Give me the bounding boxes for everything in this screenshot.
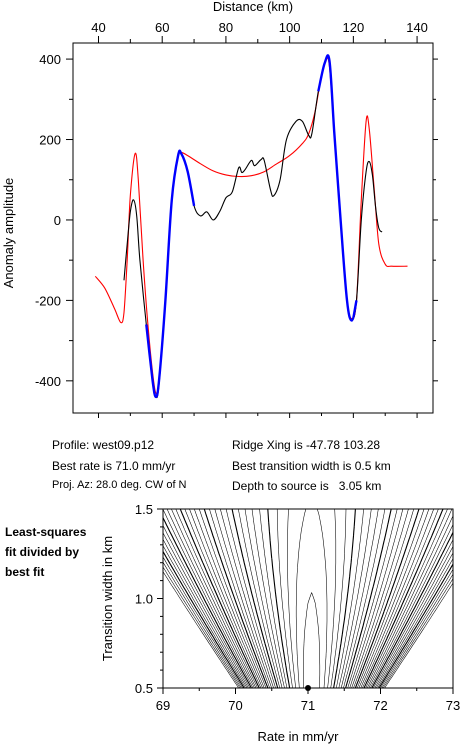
profile-plot-frame	[72, 42, 434, 414]
rate-tick-label: 69	[156, 698, 170, 713]
width-axis-label: Transition width in km	[100, 536, 115, 661]
misfit-contour-line	[303, 592, 321, 688]
width-tick-label: 1.0	[135, 592, 153, 607]
misfit-contour-line	[163, 509, 453, 688]
note-line-3: best fit	[5, 565, 45, 579]
profile-label: Profile: west09.p12	[52, 438, 155, 452]
misfit-contour-line	[203, 509, 420, 688]
misfit-contour-line	[199, 509, 425, 688]
fit-window-line-2	[317, 54, 358, 322]
misfit-contour-line	[225, 509, 398, 688]
x-tick-label: 60	[155, 20, 169, 35]
misfit-contour-line	[163, 545, 453, 688]
rate-tick-label: 73	[446, 698, 460, 713]
misfit-contour-line	[214, 509, 409, 688]
rate-axis-label: Rate in mm/yr	[258, 729, 340, 744]
misfit-contour-line	[163, 571, 453, 688]
misfit-contour-line	[171, 509, 453, 688]
x-tick-label: 80	[219, 20, 233, 35]
y-tick-label: 0	[54, 213, 61, 228]
misfit-contour-line	[163, 525, 453, 688]
depth-to-source-label: Depth to source is 3.05 km	[232, 479, 382, 493]
misfit-contour-line	[244, 509, 379, 688]
misfit-contour-line	[166, 509, 453, 688]
width-tick-label: 0.5	[135, 681, 153, 696]
misfit-contour-line	[231, 509, 392, 688]
misfit-contour-line	[259, 509, 364, 688]
x-tick-label: 100	[279, 20, 301, 35]
misfit-contour-line	[276, 509, 347, 688]
best-transition-width-label: Best transition width is 0.5 km	[232, 459, 391, 473]
best-fit-marker	[305, 685, 311, 691]
misfit-contour-line	[184, 509, 439, 688]
note-line-2: fit divided by	[5, 545, 80, 559]
misfit-contour-line	[163, 562, 453, 688]
rate-tick-label: 71	[301, 698, 315, 713]
y-axis-label: Anomaly amplitude	[1, 178, 16, 289]
misfit-contour-line	[209, 509, 415, 688]
x-axis-label: Distance (km)	[213, 0, 293, 14]
misfit-contour-line	[194, 509, 430, 688]
fit-window-line-1	[145, 149, 196, 399]
misfit-contour-line	[179, 509, 444, 688]
misfit-contour-line	[220, 509, 404, 688]
ridge-crossing-label: Ridge Xing is -47.78 103.28	[232, 438, 381, 452]
rate-tick-label: 70	[228, 698, 242, 713]
misfit-contour-line	[163, 551, 453, 688]
misfit-contour-line	[238, 509, 386, 688]
note-line-1: Least-squares	[5, 525, 87, 539]
y-tick-label: 400	[39, 52, 61, 67]
x-tick-label: 120	[343, 20, 365, 35]
least-squares-note: Least-squares fit divided by best fit	[5, 522, 86, 582]
x-tick-label: 140	[406, 20, 428, 35]
misfit-contour-line	[295, 509, 328, 688]
misfit-contour-line	[163, 566, 453, 688]
y-tick-label: 200	[39, 133, 61, 148]
projection-azimuth-label: Proj. Az: 28.0 deg. CW of N	[52, 479, 187, 491]
misfit-contour-line	[163, 556, 453, 688]
best-rate-label: Best rate is 71.0 mm/yr	[52, 459, 176, 473]
misfit-contour-line	[175, 509, 448, 688]
misfit-contour-line	[267, 509, 356, 688]
y-tick-label: -400	[35, 374, 61, 389]
misfit-contour-line	[287, 509, 337, 688]
misfit-contour-line	[251, 509, 372, 688]
rate-tick-label: 72	[373, 698, 387, 713]
misfit-contour-line	[163, 532, 453, 688]
y-tick-label: -200	[35, 293, 61, 308]
misfit-contour-line	[163, 539, 453, 688]
width-tick-label: 1.5	[135, 502, 153, 517]
misfit-contour-line	[189, 509, 434, 688]
misfit-contour-line	[163, 517, 453, 688]
x-tick-label: 40	[91, 20, 105, 35]
